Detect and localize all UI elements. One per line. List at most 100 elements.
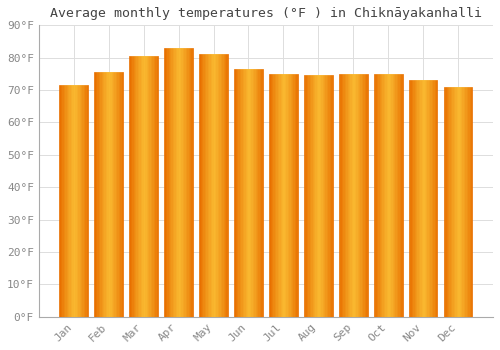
Bar: [456, 87, 458, 317]
Bar: [460, 87, 461, 317]
Bar: [222, 55, 224, 317]
Bar: [278, 74, 279, 317]
Bar: [258, 69, 260, 317]
Bar: [400, 74, 401, 317]
Bar: [409, 80, 410, 317]
Bar: [409, 80, 438, 317]
Bar: [420, 80, 422, 317]
Bar: [244, 69, 246, 317]
Bar: [339, 74, 368, 317]
Bar: [296, 74, 298, 317]
Bar: [202, 55, 203, 317]
Bar: [199, 55, 228, 317]
Bar: [60, 85, 88, 317]
Bar: [378, 74, 380, 317]
Bar: [74, 85, 75, 317]
Bar: [254, 69, 256, 317]
Bar: [114, 72, 116, 317]
Bar: [344, 74, 346, 317]
Bar: [444, 87, 445, 317]
Bar: [312, 76, 314, 317]
Bar: [318, 76, 320, 317]
Bar: [236, 69, 237, 317]
Bar: [75, 85, 76, 317]
Bar: [178, 48, 180, 317]
Bar: [434, 80, 436, 317]
Bar: [386, 74, 387, 317]
Bar: [327, 76, 328, 317]
Bar: [167, 48, 168, 317]
Bar: [358, 74, 359, 317]
Bar: [130, 56, 131, 317]
Bar: [321, 76, 322, 317]
Bar: [364, 74, 366, 317]
Bar: [166, 48, 167, 317]
Bar: [176, 48, 177, 317]
Bar: [471, 87, 472, 317]
Bar: [183, 48, 184, 317]
Bar: [256, 69, 257, 317]
Bar: [216, 55, 218, 317]
Bar: [108, 72, 110, 317]
Bar: [458, 87, 460, 317]
Bar: [418, 80, 419, 317]
Bar: [384, 74, 386, 317]
Bar: [188, 48, 190, 317]
Bar: [154, 56, 155, 317]
Bar: [282, 74, 284, 317]
Bar: [252, 69, 253, 317]
Bar: [98, 72, 100, 317]
Bar: [445, 87, 446, 317]
Bar: [410, 80, 412, 317]
Bar: [156, 56, 158, 317]
Bar: [257, 69, 258, 317]
Bar: [436, 80, 438, 317]
Bar: [360, 74, 362, 317]
Bar: [78, 85, 80, 317]
Bar: [134, 56, 135, 317]
Bar: [352, 74, 354, 317]
Bar: [174, 48, 176, 317]
Bar: [65, 85, 66, 317]
Bar: [286, 74, 288, 317]
Bar: [430, 80, 432, 317]
Bar: [238, 69, 240, 317]
Bar: [270, 74, 272, 317]
Bar: [349, 74, 350, 317]
Bar: [168, 48, 170, 317]
Bar: [80, 85, 81, 317]
Bar: [177, 48, 178, 317]
Bar: [224, 55, 225, 317]
Bar: [68, 85, 70, 317]
Bar: [359, 74, 360, 317]
Bar: [130, 56, 158, 317]
Bar: [142, 56, 144, 317]
Bar: [444, 87, 472, 317]
Bar: [295, 74, 296, 317]
Bar: [432, 80, 433, 317]
Bar: [172, 48, 173, 317]
Bar: [253, 69, 254, 317]
Bar: [72, 85, 74, 317]
Bar: [269, 74, 270, 317]
Bar: [306, 76, 307, 317]
Bar: [316, 76, 317, 317]
Bar: [250, 69, 252, 317]
Bar: [396, 74, 397, 317]
Bar: [86, 85, 88, 317]
Bar: [416, 80, 418, 317]
Bar: [374, 74, 402, 317]
Bar: [388, 74, 390, 317]
Bar: [465, 87, 466, 317]
Bar: [164, 48, 193, 317]
Bar: [103, 72, 104, 317]
Bar: [354, 74, 356, 317]
Bar: [331, 76, 332, 317]
Bar: [94, 72, 96, 317]
Bar: [470, 87, 471, 317]
Bar: [102, 72, 103, 317]
Bar: [225, 55, 226, 317]
Bar: [288, 74, 289, 317]
Bar: [446, 87, 448, 317]
Bar: [433, 80, 434, 317]
